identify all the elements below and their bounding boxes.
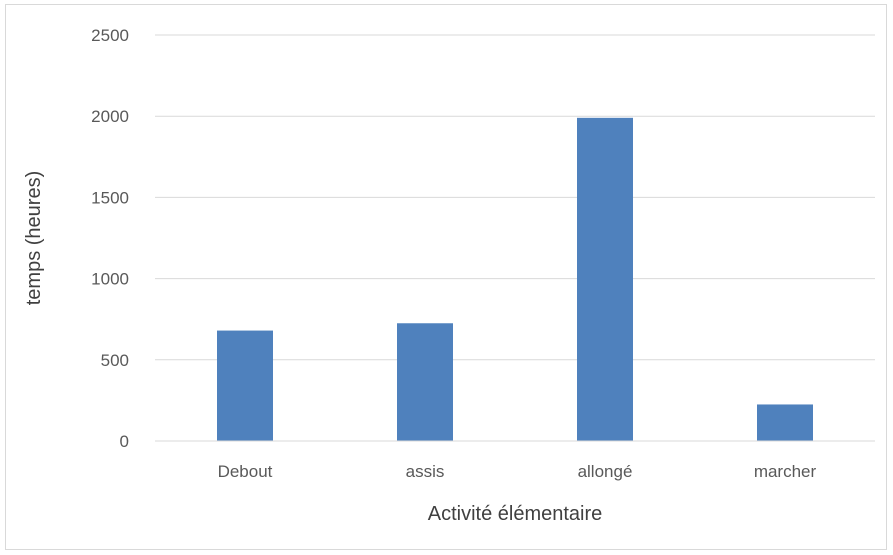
y-tick-label: 500 bbox=[101, 351, 129, 370]
y-axis-title: temps (heures) bbox=[23, 171, 45, 306]
y-axis-ticks: 0 500 1000 1500 2000 2500 bbox=[91, 26, 129, 451]
bar-3 bbox=[757, 404, 813, 441]
bar-2 bbox=[577, 117, 633, 441]
x-tick-label: marcher bbox=[754, 462, 817, 481]
y-tick-label: 2500 bbox=[91, 26, 129, 45]
bar-1 bbox=[397, 323, 453, 441]
chart-frame bbox=[5, 4, 887, 550]
x-axis-ticks: Debout assis allongé marcher bbox=[218, 462, 817, 481]
x-tick-label: assis bbox=[406, 462, 445, 481]
y-tick-label: 2000 bbox=[91, 107, 129, 126]
x-axis-title: Activité élémentaire bbox=[428, 503, 603, 525]
bar-0 bbox=[217, 330, 273, 441]
y-tick-label: 1000 bbox=[91, 270, 129, 289]
x-tick-label: allongé bbox=[578, 462, 633, 481]
y-tick-label: 1500 bbox=[91, 188, 129, 207]
x-tick-label: Debout bbox=[218, 462, 273, 481]
gridlines bbox=[155, 34, 875, 361]
bars bbox=[217, 117, 813, 441]
y-tick-label: 0 bbox=[120, 432, 129, 451]
